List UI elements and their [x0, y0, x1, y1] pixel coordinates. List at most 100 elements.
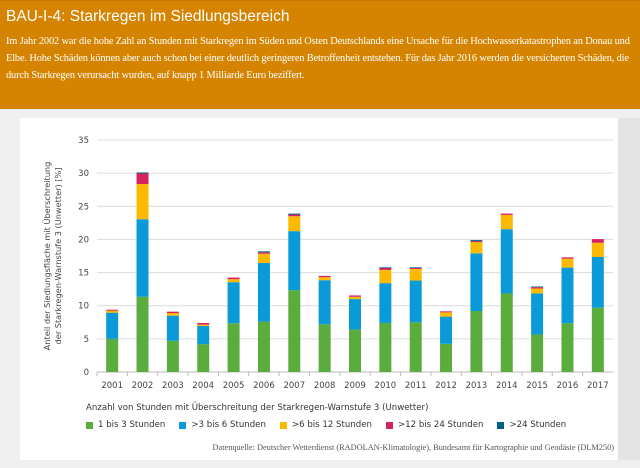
intro-text: Im Jahr 2002 war die hohe Zahl an Stunde…: [6, 36, 630, 81]
header: BAU-I-4: Starkregen im Siedlungsbereich …: [0, 0, 640, 109]
bar-segment: [166, 311, 179, 314]
y-tick-label: 35: [78, 136, 89, 146]
bar-segment: [409, 268, 422, 281]
bar-segment: [561, 323, 574, 372]
bar-segment: [257, 251, 270, 253]
bar-segment: [440, 343, 453, 372]
x-tick-label: 2002: [132, 381, 154, 391]
bar-segment: [409, 267, 422, 269]
legend-item: >24 Stunden: [497, 420, 566, 430]
bar-segment: [470, 241, 483, 243]
bar-segment: [197, 325, 210, 345]
bar-segment: [409, 267, 422, 268]
y-tick-label: 30: [78, 169, 89, 179]
legend-label: >12 bis 24 Stunden: [397, 420, 484, 430]
x-tick-label: 2010: [375, 381, 397, 391]
bar-segment: [288, 290, 301, 372]
bar-segment: [318, 324, 331, 372]
bar-segment: [257, 253, 270, 263]
bar-segment: [409, 322, 422, 372]
bar-segment: [379, 322, 392, 372]
bar-segment: [591, 256, 604, 308]
x-tick-label: 2008: [314, 381, 336, 391]
x-tick-label: 2001: [101, 381, 123, 391]
bar-segment: [500, 229, 513, 294]
bar-segment: [409, 280, 422, 323]
legend-label: >6 bis 12 Stunden: [291, 420, 372, 430]
bar-segment: [500, 213, 513, 215]
bar-segment: [288, 213, 301, 215]
bar-segment: [288, 216, 301, 232]
bar-segment: [440, 312, 453, 317]
bar-segment: [197, 344, 210, 372]
legend-swatch: [279, 421, 287, 429]
y-tick-label: 25: [78, 202, 89, 212]
side-strip: [618, 118, 640, 460]
bar-segment: [257, 252, 270, 254]
legend-swatch: [497, 421, 505, 429]
bar-segment: [349, 329, 361, 372]
bar-segment: [379, 267, 392, 270]
x-tick-label: 2017: [587, 381, 609, 391]
bar-segment: [106, 310, 119, 313]
x-tick-label: 2016: [557, 381, 579, 391]
bar-segment: [470, 253, 483, 312]
bar-segment: [318, 277, 331, 281]
y-axis-title: Anteil der Siedlungsfläche mit Überschre…: [42, 162, 63, 351]
bar-segment: [470, 311, 483, 372]
bar-segment: [591, 242, 604, 257]
legend-item: 1 bis 3 Stunden: [86, 420, 165, 430]
legend-swatch: [179, 421, 187, 429]
bar-segment: [318, 275, 331, 278]
x-tick-label: 2014: [496, 381, 518, 391]
page-title: BAU-I-4: Starkregen im Siedlungsbereich: [6, 8, 290, 25]
bar-segment: [227, 277, 240, 280]
bar-segment: [500, 293, 513, 372]
bar-segment: [166, 315, 179, 341]
legend: 1 bis 3 Stunden >3 bis 6 Stunden >6 bis 12…: [86, 420, 566, 430]
bar-segment: [440, 316, 453, 344]
x-tick-label: 2004: [192, 381, 214, 391]
legend-label: >24 Stunden: [509, 420, 567, 430]
y-tick-label: 20: [78, 235, 89, 245]
bar-segment: [531, 286, 544, 288]
bar-segment: [227, 323, 240, 372]
x-tick-label: 2012: [435, 381, 457, 391]
bar-segment: [379, 269, 392, 284]
x-tick-label: 2007: [283, 381, 305, 391]
bar-segment: [197, 324, 210, 326]
x-tick-label: 2015: [526, 381, 548, 391]
bar-segment: [531, 293, 544, 335]
legend-swatch: [385, 421, 393, 429]
bar-segment: [561, 257, 574, 259]
x-tick-label: 2006: [253, 381, 275, 391]
bar-segment: [106, 312, 119, 339]
bar-segment: [166, 313, 179, 316]
legend-item: >12 bis 24 Stunden: [385, 420, 484, 430]
bar-segment: [591, 307, 604, 372]
data-source: Datenquelle: Deutscher Wetterdienst (RAD…: [212, 443, 614, 452]
legend-item: >3 bis 6 Stunden: [179, 420, 266, 430]
x-tick-label: 2003: [162, 381, 184, 391]
legend-item: >6 bis 12 Stunden: [279, 420, 372, 430]
bar-segment: [591, 239, 604, 243]
bar-segment: [106, 309, 119, 311]
bar-segment: [197, 322, 210, 325]
x-tick-label: 2013: [466, 381, 488, 391]
bar-segment: [561, 267, 574, 324]
legend-label: >3 bis 6 Stunden: [191, 420, 266, 430]
legend-swatch: [86, 421, 93, 429]
y-tick-label: 5: [84, 335, 89, 345]
x-axis-title: Anzahl von Stunden mit Überschreitung de…: [86, 403, 429, 413]
bar-segment: [531, 287, 544, 289]
bar-segment: [227, 282, 240, 324]
bar-segment: [531, 288, 544, 294]
bar-segment: [349, 295, 361, 297]
bar-segment: [349, 299, 361, 330]
x-tick-label: 2005: [223, 381, 245, 391]
bar-segment: [136, 219, 149, 297]
bar-segment: [349, 296, 361, 300]
y-tick-label: 0: [84, 368, 89, 378]
bar-segment: [440, 311, 453, 313]
